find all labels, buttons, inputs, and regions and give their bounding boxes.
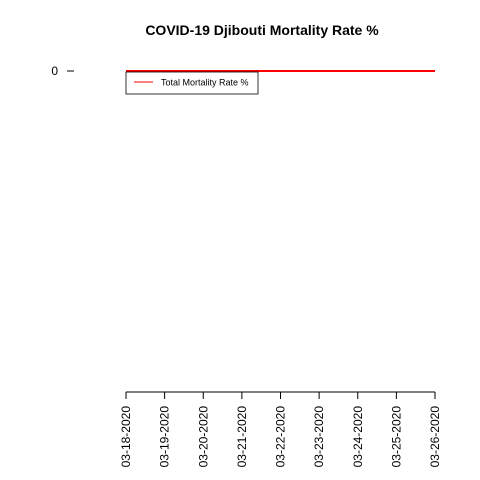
y-tick-label: 0 [51, 64, 58, 78]
y-axis: 0 [51, 64, 74, 78]
x-tick-label: 03-22-2020 [274, 406, 288, 468]
x-axis: 03-18-2020 03-19-2020 03-20-2020 03-21-2020… [119, 392, 442, 467]
x-tick-label: 03-24-2020 [351, 406, 365, 468]
x-tick-label: 03-19-2020 [158, 406, 172, 468]
x-tick-label: 03-23-2020 [312, 406, 326, 468]
chart-title: COVID-19 Djibouti Mortality Rate % [145, 22, 379, 38]
legend: Total Mortality Rate % [126, 72, 258, 94]
x-tick-label: 03-20-2020 [196, 406, 210, 468]
x-tick-label: 03-18-2020 [119, 406, 133, 468]
legend-label: Total Mortality Rate % [161, 78, 249, 88]
x-tick-label: 03-25-2020 [389, 406, 403, 468]
x-tick-label: 03-26-2020 [428, 406, 442, 468]
x-tick-label: 03-21-2020 [235, 406, 249, 468]
